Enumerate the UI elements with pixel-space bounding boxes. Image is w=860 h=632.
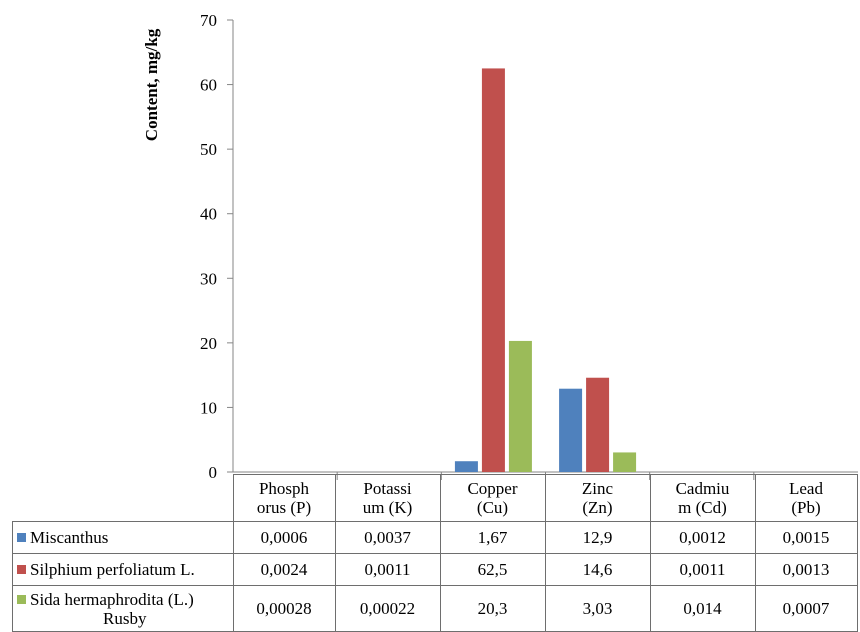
legend-key: [17, 565, 26, 574]
bar: [559, 389, 582, 472]
category-label: Lead(Pb): [755, 475, 857, 522]
table-cell: 0,0007: [755, 586, 857, 632]
legend-entry: Miscanthus: [13, 522, 234, 554]
legend-key: [17, 533, 26, 542]
table-cell: 0,0006: [233, 522, 335, 554]
bar: [509, 341, 532, 472]
table-cell: 1,67: [440, 522, 545, 554]
table-cell: 0,00028: [233, 586, 335, 632]
table-row: Miscanthus 0,0006 0,0037 1,67 12,9 0,001…: [13, 522, 858, 554]
table-cell: 0,0013: [755, 554, 857, 586]
y-tick-label: 40: [200, 205, 217, 224]
category-label: Copper(Cu): [440, 475, 545, 522]
table-cell: 20,3: [440, 586, 545, 632]
y-axis-label: Content, mg/kg: [142, 29, 162, 141]
table-cell: 0,0012: [650, 522, 755, 554]
table-cell: 0,014: [650, 586, 755, 632]
y-tick-label: 20: [200, 334, 217, 353]
bar: [613, 452, 636, 472]
table-cell: 0,0015: [755, 522, 857, 554]
y-tick-label: 50: [200, 140, 217, 159]
data-table-corner: [13, 475, 234, 522]
table-cell: 0,00022: [335, 586, 440, 632]
bar: [586, 378, 609, 472]
legend-entry: Sida hermaphrodita (L.)Rusby: [13, 586, 234, 632]
legend-entry: Silphium perfoliatum L.: [13, 554, 234, 586]
y-tick-label: 30: [200, 269, 217, 288]
table-cell: 0,0011: [650, 554, 755, 586]
table-cell: 62,5: [440, 554, 545, 586]
table-cell: 0,0024: [233, 554, 335, 586]
y-tick-label: 70: [200, 11, 217, 30]
bar: [482, 68, 505, 472]
bar: [455, 461, 478, 472]
table-row: Sida hermaphrodita (L.)Rusby 0,00028 0,0…: [13, 586, 858, 632]
table-row: Silphium perfoliatum L. 0,0024 0,0011 62…: [13, 554, 858, 586]
category-label: Zinc(Zn): [545, 475, 650, 522]
y-tick-label: 10: [200, 398, 217, 417]
table-cell: 0,0037: [335, 522, 440, 554]
table-cell: 0,0011: [335, 554, 440, 586]
table-cell: 3,03: [545, 586, 650, 632]
table-cell: 12,9: [545, 522, 650, 554]
legend-key: [17, 595, 26, 604]
y-tick-label: 60: [200, 76, 217, 95]
table-cell: 14,6: [545, 554, 650, 586]
